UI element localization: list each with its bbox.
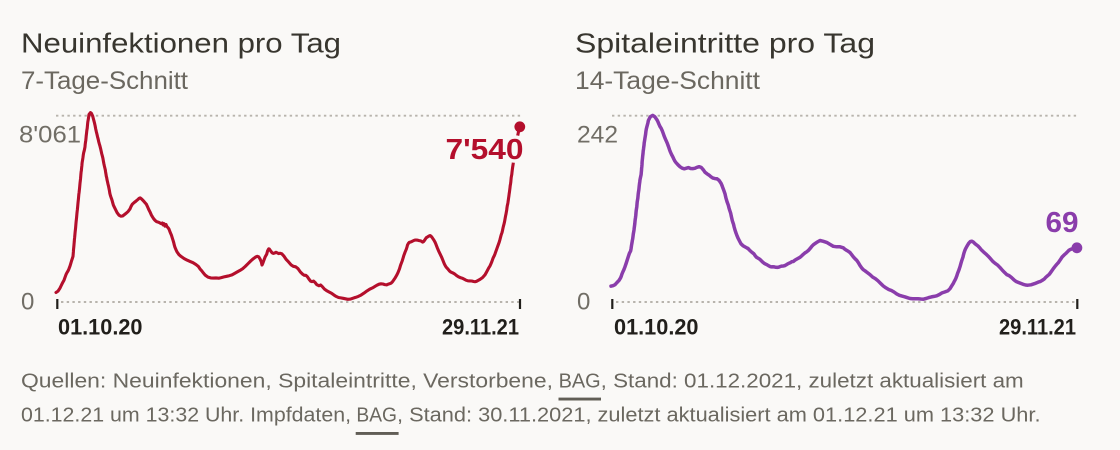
svg-text:69: 69 xyxy=(1046,207,1079,239)
svg-text:7-Tage-Schnitt: 7-Tage-Schnitt xyxy=(21,67,188,95)
svg-text:Quellen: Neuinfektionen, Spita: Quellen: Neuinfektionen, Spitaleintritte… xyxy=(21,371,553,393)
svg-text:29.11.21: 29.11.21 xyxy=(442,315,519,340)
svg-text:14-Tage-Schnitt: 14-Tage-Schnitt xyxy=(575,67,760,95)
svg-text:0: 0 xyxy=(21,289,34,316)
svg-text:8'061: 8'061 xyxy=(19,121,81,148)
svg-text:01.10.20: 01.10.20 xyxy=(58,315,143,340)
svg-text:Spitaleintritte pro Tag: Spitaleintritte pro Tag xyxy=(575,27,875,58)
svg-text:242: 242 xyxy=(577,121,618,148)
svg-text:, Stand: 01.12.2021, zuletzt a: , Stand: 01.12.2021, zuletzt aktualisier… xyxy=(601,371,1024,393)
svg-text:29.11.21: 29.11.21 xyxy=(999,315,1076,340)
svg-text:Neuinfektionen pro Tag: Neuinfektionen pro Tag xyxy=(21,27,341,58)
svg-text:BAG: BAG xyxy=(356,405,397,427)
svg-text:01.10.20: 01.10.20 xyxy=(614,315,699,340)
svg-text:, Stand: 30.11.2021, zuletzt a: , Stand: 30.11.2021, zuletzt aktualisier… xyxy=(397,405,1041,427)
svg-text:0: 0 xyxy=(577,289,590,316)
svg-text:BAG: BAG xyxy=(559,371,601,393)
svg-text:01.12.21 um 13:32 Uhr. Impfdat: 01.12.21 um 13:32 Uhr. Impfdaten, xyxy=(21,405,351,427)
svg-text:7'540: 7'540 xyxy=(446,134,524,166)
